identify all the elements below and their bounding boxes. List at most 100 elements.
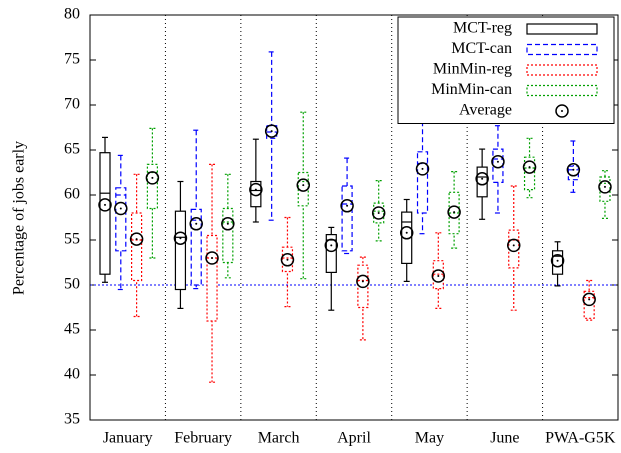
box — [357, 264, 369, 309]
mean-marker — [324, 238, 339, 253]
mean-dot — [346, 204, 349, 207]
y-axis-label: Percentage of jobs early — [11, 141, 28, 295]
x-tick-label: February — [174, 430, 232, 447]
mean-marker — [550, 253, 565, 268]
mean-dot — [528, 166, 531, 169]
mean-marker — [598, 180, 612, 194]
mean-marker — [145, 171, 160, 185]
legend-label: MinMin-reg — [433, 61, 512, 78]
mean-marker — [189, 217, 203, 231]
mean-dot — [195, 222, 198, 225]
legend-marker-dot — [561, 110, 563, 112]
mean-dot — [135, 238, 138, 241]
box — [416, 151, 429, 214]
legend-box — [397, 16, 615, 124]
mean-dot — [437, 275, 440, 277]
mean-marker — [522, 160, 537, 174]
mean-dot — [603, 185, 606, 188]
plot-frame — [89, 14, 619, 421]
legend-swatch — [526, 23, 598, 35]
box — [146, 163, 158, 210]
mean-dot — [302, 184, 305, 187]
box — [206, 234, 218, 322]
legend-label: MCT-can — [451, 40, 512, 57]
mean-marker — [221, 217, 235, 231]
mean-marker — [415, 162, 430, 176]
mean-dot — [377, 212, 380, 214]
mean-marker — [447, 205, 461, 219]
mean-dot — [226, 222, 229, 225]
mean-dot — [496, 160, 499, 163]
mean-marker — [582, 292, 596, 307]
x-tick-label: January — [103, 430, 153, 447]
mean-dot — [588, 298, 591, 301]
y-tick-label: 55 — [64, 231, 80, 248]
mean-marker — [173, 231, 188, 245]
mean-dot — [104, 203, 106, 206]
mean-dot — [286, 258, 289, 261]
y-tick-label: 45 — [64, 321, 80, 338]
box — [174, 210, 187, 291]
mean-marker — [280, 253, 295, 267]
x-tick-label: March — [258, 430, 300, 447]
legend-marker — [555, 104, 569, 118]
mean-marker — [356, 274, 370, 289]
box — [401, 211, 413, 265]
y-tick-label: 40 — [64, 366, 80, 383]
mean-dot — [119, 207, 122, 210]
mean-marker — [98, 198, 112, 212]
mean-marker — [114, 201, 128, 216]
mean-marker — [340, 199, 354, 213]
mean-dot — [421, 167, 424, 170]
legend-label: Average — [459, 102, 512, 119]
box — [99, 152, 111, 275]
y-tick-label: 65 — [64, 141, 80, 158]
y-tick-label: 50 — [64, 276, 80, 293]
mean-dot — [512, 244, 515, 247]
mean-dot — [151, 176, 154, 179]
box — [190, 208, 202, 286]
y-tick-label: 35 — [64, 411, 80, 428]
mean-dot — [572, 168, 575, 171]
x-tick-label: PWA-G5K — [545, 430, 616, 447]
box — [567, 165, 579, 181]
mean-marker — [399, 226, 414, 240]
mean-marker — [249, 182, 263, 197]
x-tick-label: April — [337, 430, 371, 447]
mean-dot — [254, 188, 257, 191]
mean-dot — [556, 259, 559, 262]
mean-marker — [296, 178, 311, 192]
mean-dot — [270, 130, 273, 133]
mean-marker — [264, 124, 279, 138]
box — [325, 234, 337, 274]
y-tick-label: 75 — [64, 51, 80, 68]
mean-marker — [129, 232, 144, 246]
y-tick-label: 80 — [64, 6, 80, 23]
mean-marker — [491, 154, 505, 169]
box — [131, 212, 143, 282]
mean-dot — [481, 177, 484, 180]
y-tick-label: 60 — [64, 186, 80, 203]
mean-dot — [179, 237, 182, 240]
mean-dot — [211, 257, 214, 259]
mean-dot — [361, 280, 364, 283]
box — [508, 229, 520, 269]
mean-marker — [205, 251, 219, 265]
box — [476, 166, 488, 198]
legend-label: MCT-reg — [453, 20, 512, 37]
x-tick-label: May — [415, 430, 444, 447]
x-tick-label: June — [490, 430, 519, 447]
mean-marker — [371, 206, 386, 220]
mean-dot — [453, 211, 456, 214]
legend-swatch — [526, 43, 598, 56]
mean-marker — [506, 238, 521, 253]
mean-marker — [475, 172, 489, 186]
box — [341, 185, 353, 252]
box — [115, 187, 127, 252]
box — [222, 207, 234, 264]
mean-dot — [330, 244, 333, 247]
mean-marker — [566, 163, 581, 177]
y-tick-label: 70 — [64, 96, 80, 113]
legend-label: MinMin-can — [431, 81, 512, 98]
